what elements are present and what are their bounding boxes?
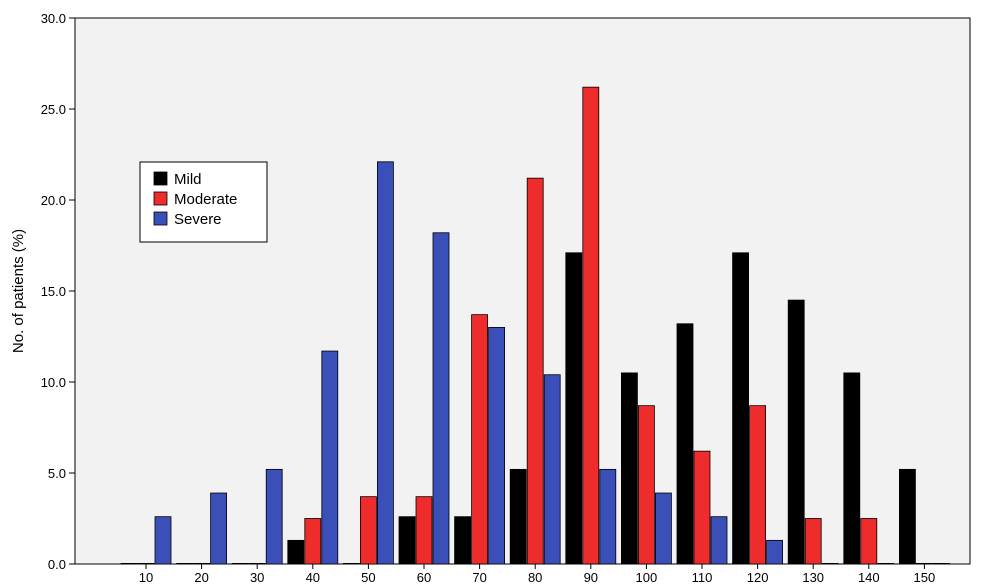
x-tick-label: 80 — [528, 570, 542, 585]
bar-mild-30 — [231, 563, 249, 565]
bar-moderate-130 — [804, 518, 822, 565]
x-tick-label: 40 — [306, 570, 320, 585]
x-tick-label: 100 — [636, 570, 658, 585]
bar-severe-70 — [488, 326, 506, 565]
y-tick-label: 25.0 — [41, 102, 66, 117]
x-tick-label: 150 — [914, 570, 936, 585]
bar-mild-100 — [621, 372, 638, 565]
bar-mild-80 — [509, 468, 527, 565]
x-tick-label: 90 — [584, 570, 598, 585]
bar-severe-80 — [543, 374, 561, 565]
y-axis: 0.0 5.0 10.0 15.0 20.0 25.0 30.0 — [41, 11, 75, 572]
bar-moderate-90 — [582, 86, 600, 565]
y-tick-label: 0.0 — [48, 557, 66, 572]
bar-mild-120 — [732, 252, 749, 565]
bar-mild-70 — [454, 516, 472, 565]
bar-moderate-30 — [248, 563, 266, 565]
y-axis-title: No. of patients (%) — [10, 229, 27, 353]
x-tick-label: 130 — [802, 570, 824, 585]
bar-moderate-60 — [415, 496, 433, 565]
x-tick-label: 30 — [250, 570, 264, 585]
bars — [120, 86, 950, 565]
bar-mild-150 — [899, 468, 916, 565]
bar-moderate-20 — [193, 563, 211, 565]
bar-moderate-100 — [638, 405, 655, 565]
bar-mild-60 — [398, 516, 416, 565]
bar-moderate-70 — [471, 314, 489, 565]
bar-mild-110 — [676, 323, 694, 565]
bar-moderate-150 — [916, 563, 933, 565]
bar-severe-40 — [321, 350, 339, 565]
legend-swatch-mild — [153, 171, 168, 186]
x-tick-label: 70 — [472, 570, 486, 585]
x-axis: 10 20 30 40 50 60 70 80 90 100 110 120 130 140 150 — [139, 564, 935, 585]
x-tick-label: 110 — [692, 570, 713, 585]
bar-moderate-50 — [359, 496, 377, 565]
bar-severe-30 — [265, 468, 283, 565]
bar-moderate-140 — [860, 518, 878, 565]
y-tick-label: 10.0 — [41, 375, 66, 390]
bar-severe-50 — [376, 161, 394, 565]
bar-mild-90 — [565, 252, 583, 565]
bar-severe-150 — [933, 563, 950, 565]
bar-mild-130 — [787, 299, 805, 565]
x-tick-label: 20 — [194, 570, 208, 585]
bar-mild-10 — [120, 563, 138, 565]
bar-mild-40 — [287, 539, 305, 565]
bar-mild-20 — [176, 563, 194, 565]
bar-severe-110 — [710, 516, 728, 565]
legend-swatch-severe — [153, 211, 168, 226]
bar-moderate-110 — [693, 450, 711, 565]
bar-mild-50 — [342, 563, 360, 565]
x-tick-label: 60 — [417, 570, 431, 585]
bar-severe-140 — [877, 563, 895, 565]
bar-moderate-80 — [526, 177, 544, 565]
bar-severe-130 — [821, 563, 839, 565]
bar-severe-60 — [432, 232, 450, 565]
bar-severe-100 — [655, 492, 672, 565]
bar-moderate-10 — [137, 563, 155, 565]
bar-moderate-40 — [304, 518, 322, 565]
legend: Mild Moderate Severe — [139, 161, 268, 243]
x-tick-label: 50 — [361, 570, 375, 585]
legend-swatch-moderate — [153, 191, 168, 206]
x-tick-label: 140 — [858, 570, 880, 585]
bar-severe-90 — [599, 468, 617, 565]
bar-severe-120 — [766, 539, 783, 565]
bar-severe-10 — [154, 516, 172, 565]
y-tick-label: 15.0 — [41, 284, 66, 299]
legend-label-moderate: Moderate — [174, 191, 237, 208]
y-tick-label: 5.0 — [48, 466, 66, 481]
legend-label-mild: Mild — [174, 171, 202, 188]
x-tick-label: 120 — [747, 570, 769, 585]
legend-label-severe: Severe — [174, 211, 222, 228]
bar-severe-20 — [210, 492, 228, 565]
x-tick-label: 10 — [139, 570, 153, 585]
y-tick-label: 20.0 — [41, 193, 66, 208]
bar-mild-140 — [843, 372, 861, 565]
y-tick-label: 30.0 — [41, 11, 66, 26]
bar-moderate-120 — [749, 405, 766, 565]
